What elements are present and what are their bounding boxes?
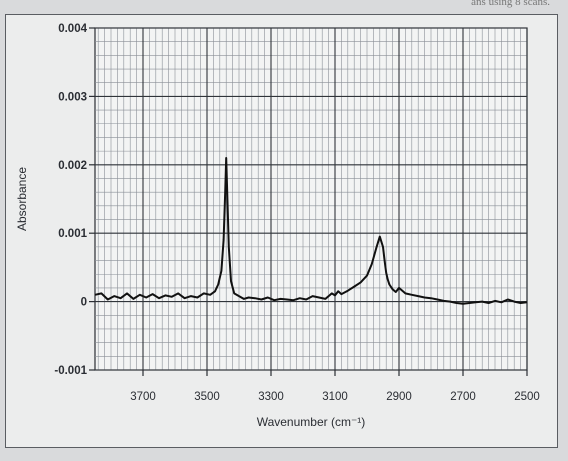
y-axis-ticks: 0.004 0.003 0.002 0.001 0 -0.001	[54, 23, 95, 377]
y-tick-label: -0.001	[54, 365, 87, 377]
y-tick-label: 0.001	[58, 228, 87, 240]
x-tick-label: 2500	[514, 391, 540, 403]
absorbance-series-line	[94, 157, 528, 305]
x-tick-label: 2900	[386, 391, 412, 403]
x-tick-label: 2700	[450, 391, 476, 403]
x-tick-label: 3100	[322, 391, 348, 403]
header-note: ans using 8 scans.	[471, 0, 550, 8]
y-axis-label: Absorbance	[15, 167, 29, 231]
x-axis-label: Wavenumber (cm⁻¹)	[257, 415, 366, 429]
y-tick-label: 0	[81, 297, 87, 309]
major-grid	[95, 27, 528, 371]
x-tick-label: 3700	[130, 391, 156, 403]
y-tick-label: 0.003	[58, 91, 87, 103]
x-tick-label: 3300	[258, 391, 284, 403]
plot-area	[94, 27, 528, 371]
x-axis-ticks: 3700 3500 3300 3100 2900 2700 2500	[130, 370, 540, 403]
x-tick-label: 3500	[194, 391, 220, 403]
y-tick-label: 0.002	[58, 160, 87, 172]
y-tick-label: 0.004	[58, 23, 87, 35]
